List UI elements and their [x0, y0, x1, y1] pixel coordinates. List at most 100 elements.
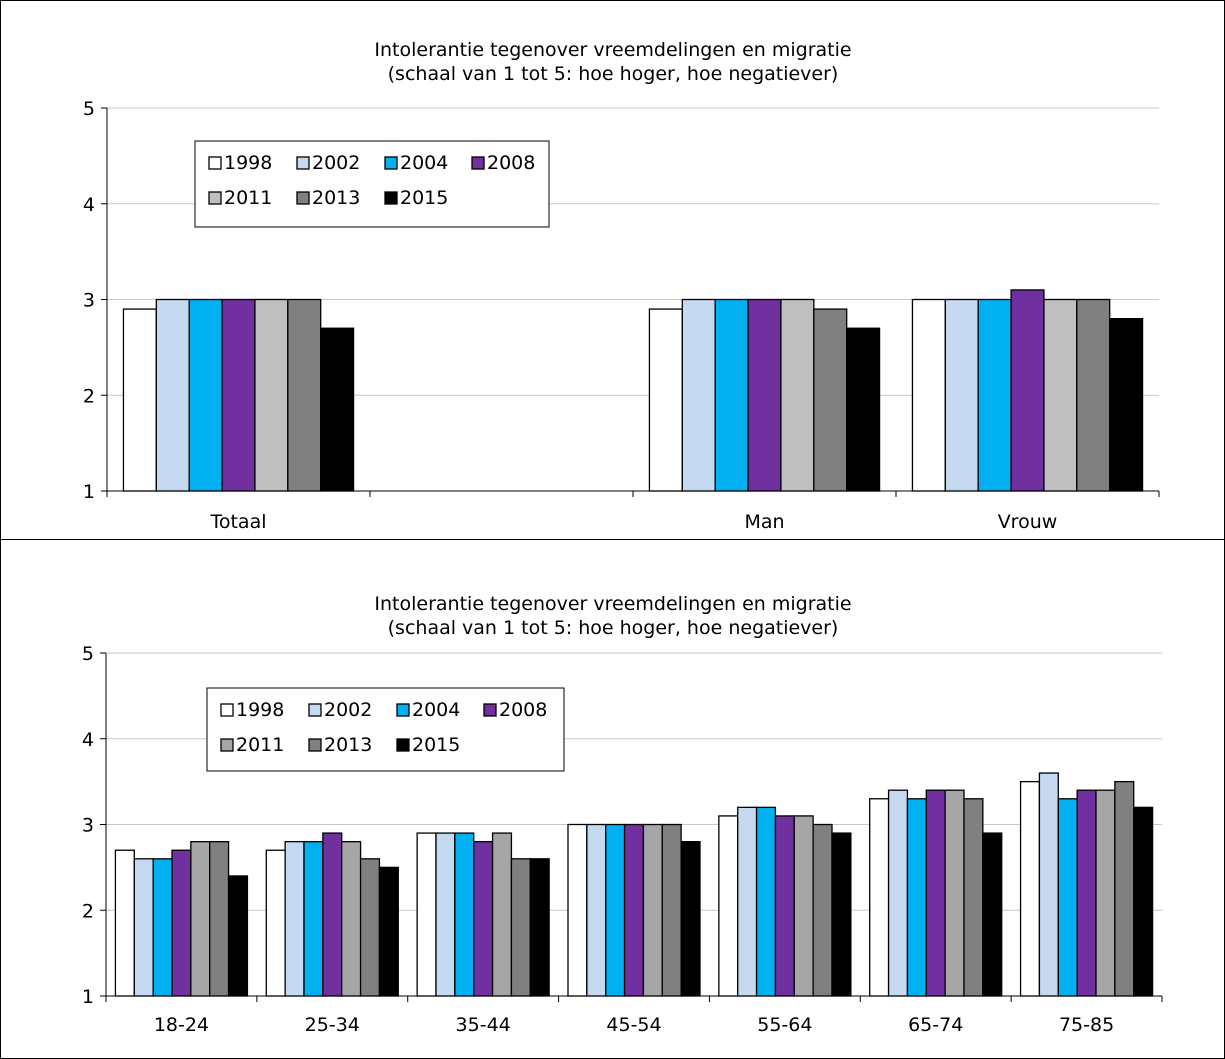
bar-2013-75-85 — [1114, 780, 1135, 997]
y-tick-label: 4 — [83, 194, 95, 216]
bar-2004-35-44 — [454, 832, 475, 997]
legend-swatch — [384, 156, 398, 170]
bar-2013-Man — [813, 308, 848, 492]
bar-2015-25-34 — [378, 866, 399, 997]
legend-item-1998: 1998 — [220, 699, 284, 721]
bar-2004-Totaal — [188, 298, 223, 492]
bar-2002-35-44 — [435, 832, 456, 997]
legend-swatch — [296, 191, 310, 205]
legend-label: 2008 — [487, 152, 535, 174]
bar-1998-25-34 — [265, 849, 286, 997]
bar-2015-35-44 — [529, 858, 550, 997]
chart-title: Intolerantie tegenover vreemdelingen en … — [374, 593, 851, 615]
y-tick-label: 1 — [82, 986, 94, 1008]
bar-2013-55-64 — [812, 823, 833, 997]
bar-2013-Totaal — [287, 298, 322, 492]
legend-label: 2002 — [324, 699, 372, 721]
bar-2008-35-44 — [473, 840, 494, 997]
legend-label: 2008 — [499, 699, 547, 721]
legend-swatch — [296, 156, 310, 170]
legend-label: 2004 — [400, 152, 448, 174]
x-tick-label: 55-64 — [757, 1014, 812, 1036]
bar-1998-45-54 — [567, 823, 588, 997]
bar-2002-65-74 — [887, 789, 909, 997]
bar-1998-35-44 — [416, 832, 437, 997]
x-tick-label: 65-74 — [908, 1014, 963, 1036]
legend-swatch — [208, 156, 222, 170]
y-tick-label: 2 — [83, 385, 95, 407]
bar-2011-Man — [780, 298, 815, 492]
bar-1998-Totaal — [122, 308, 157, 492]
x-tick-label: 25-34 — [305, 1014, 360, 1036]
chart-legend: 1998 2002 2004 2008 2011 2013 2015 — [206, 687, 565, 772]
bar-2015-Totaal — [320, 327, 355, 492]
bar-2015-65-74 — [982, 832, 1003, 997]
bar-2004-75-85 — [1057, 798, 1078, 997]
bar-2011-Vrouw — [1043, 298, 1078, 492]
legend-box — [206, 687, 565, 772]
bar-2004-Man — [714, 298, 749, 492]
legend-swatch — [483, 703, 497, 717]
bar-2015-Vrouw — [1109, 317, 1144, 492]
bar-2011-75-85 — [1095, 789, 1116, 997]
legend-label: 1998 — [236, 699, 284, 721]
legend-item-2013: 2013 — [308, 734, 372, 756]
chart-legend: 1998 2002 2004 2008 2011 2013 2015 — [194, 140, 550, 228]
bar-2015-Man — [846, 327, 881, 492]
legend-item-2002: 2002 — [308, 699, 372, 721]
bar-2004-Vrouw — [977, 298, 1012, 492]
legend-swatch — [220, 703, 234, 717]
chart-subtitle: (schaal van 1 tot 5: hoe hoger, hoe nega… — [388, 63, 839, 85]
bar-2013-18-24 — [209, 840, 230, 997]
bar-1998-18-24 — [114, 849, 135, 997]
bar-2008-Totaal — [221, 298, 256, 492]
legend-swatch — [220, 738, 234, 752]
bar-1998-Vrouw — [911, 298, 946, 492]
bar-1998-75-85 — [1019, 780, 1041, 997]
bar-2008-75-85 — [1076, 789, 1097, 997]
bar-2011-65-74 — [944, 789, 965, 997]
bar-2008-45-54 — [623, 823, 645, 997]
bar-2011-Totaal — [254, 298, 289, 492]
bar-2011-25-34 — [341, 840, 362, 997]
bar-2013-35-44 — [510, 858, 531, 997]
chart-subtitle: (schaal van 1 tot 5: hoe hoger, hoe nega… — [388, 617, 839, 639]
legend-swatch — [384, 191, 398, 205]
y-tick-label: 5 — [83, 98, 95, 120]
legend-item-2015: 2015 — [396, 734, 460, 756]
legend-item-2011: 2011 — [220, 734, 284, 756]
bar-2015-45-54 — [680, 840, 701, 997]
legend-item-2011: 2011 — [208, 187, 272, 209]
bar-2008-65-74 — [925, 789, 946, 997]
legend-swatch — [308, 703, 322, 717]
bar-2002-Totaal — [155, 298, 190, 492]
bar-2002-75-85 — [1038, 772, 1059, 997]
bar-2002-25-34 — [284, 840, 305, 997]
legend-box — [194, 140, 550, 228]
y-tick-label: 5 — [82, 643, 94, 665]
bar-2004-65-74 — [906, 798, 927, 997]
legend-item-2008: 2008 — [483, 699, 547, 721]
y-tick-label: 1 — [83, 481, 95, 503]
legend-label: 2004 — [412, 699, 460, 721]
legend-item-2004: 2004 — [384, 152, 448, 174]
bar-2002-Vrouw — [944, 298, 979, 492]
x-tick-label: 35-44 — [456, 1014, 511, 1036]
legend-label: 2011 — [224, 187, 272, 209]
bar-2013-45-54 — [661, 823, 682, 997]
legend-label: 2013 — [312, 187, 360, 209]
bar-2008-25-34 — [322, 832, 343, 997]
legend-item-2013: 2013 — [296, 187, 360, 209]
legend-swatch — [396, 703, 410, 717]
x-tick-label: Totaal — [209, 511, 266, 533]
legend-item-2002: 2002 — [296, 152, 360, 174]
y-tick-label: 3 — [83, 290, 95, 312]
legend-swatch — [471, 156, 485, 170]
chart-title: Intolerantie tegenover vreemdelingen en … — [374, 39, 851, 61]
bar-2011-18-24 — [190, 840, 211, 997]
legend-item-2015: 2015 — [384, 187, 448, 209]
bar-2004-18-24 — [152, 858, 173, 997]
y-tick-label: 2 — [82, 900, 94, 922]
bar-2008-55-64 — [774, 815, 795, 997]
chart-panel-age: Intolerantie tegenover vreemdelingen en … — [0, 539, 1225, 1059]
